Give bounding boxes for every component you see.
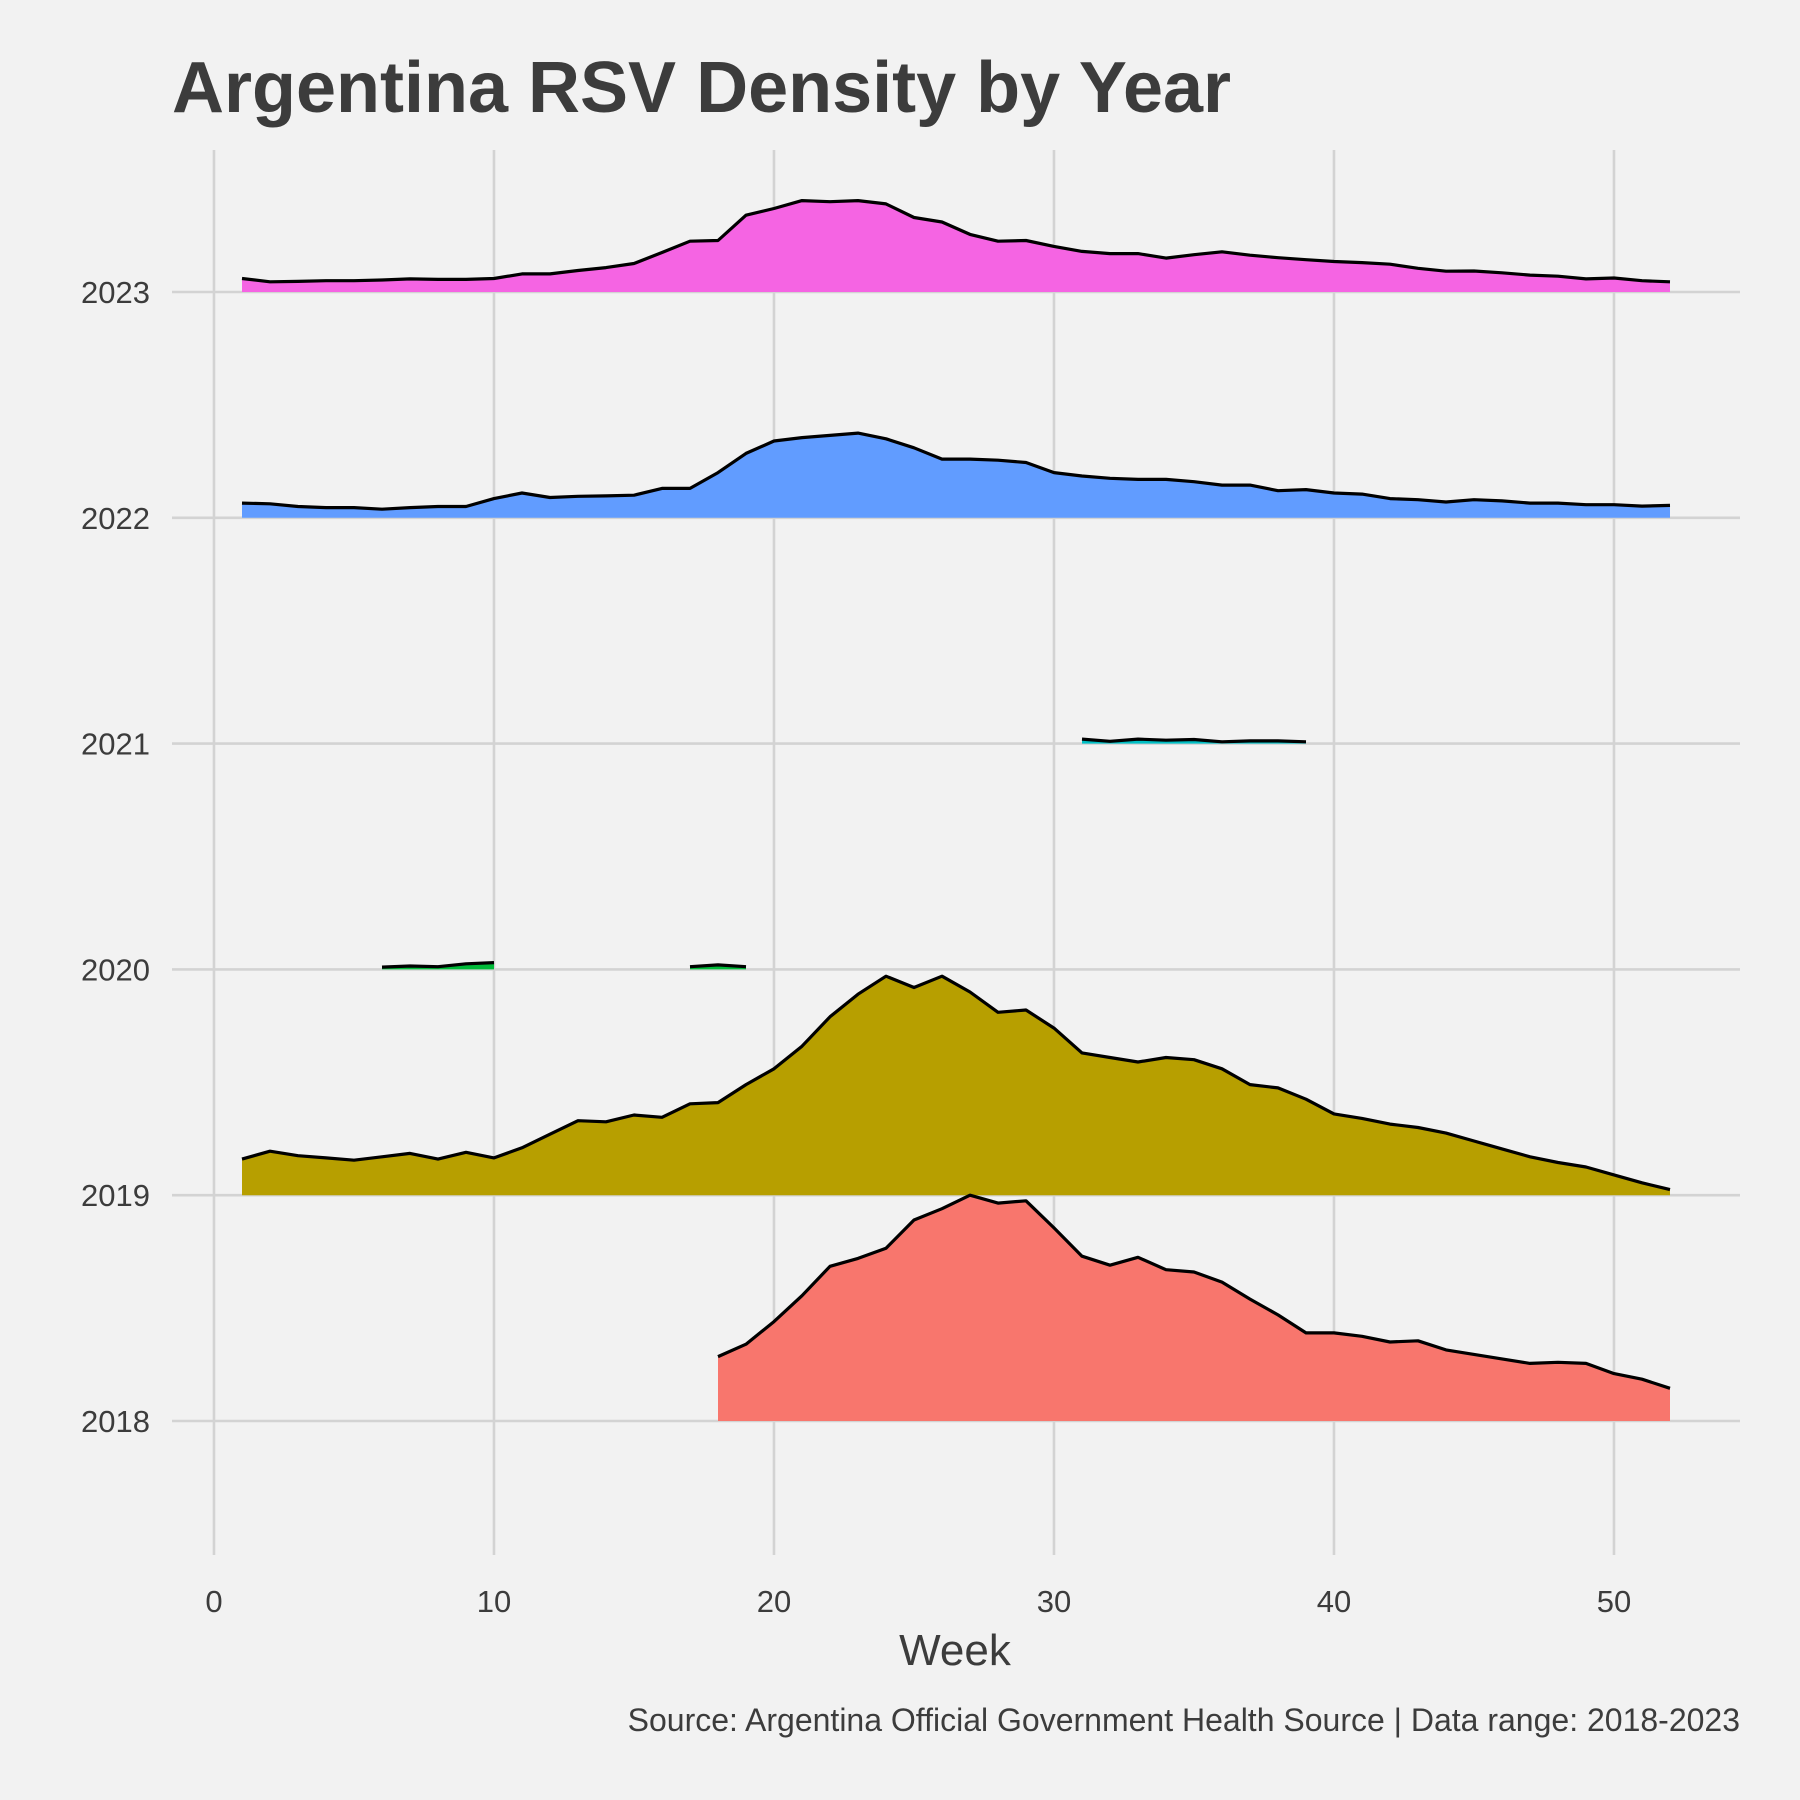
x-tick-label: 10 <box>477 1584 511 1619</box>
ridge-line-2022 <box>241 431 1671 511</box>
x-axis-title: Week <box>899 1626 1012 1675</box>
y-tick-label: 2019 <box>81 1178 150 1213</box>
y-tick-label: 2022 <box>81 501 150 536</box>
x-tick-label: 20 <box>757 1584 791 1619</box>
chart-caption: Source: Argentina Official Government He… <box>628 1702 1740 1738</box>
density-ridges <box>241 199 1671 1421</box>
ridge-line-2020 <box>381 961 495 969</box>
x-tick-label: 30 <box>1037 1584 1071 1619</box>
x-tick-label: 0 <box>205 1584 222 1619</box>
y-tick-label: 2023 <box>81 275 150 310</box>
x-axis-tick-labels: 0 10 20 30 40 50 <box>205 1584 1631 1619</box>
ridge-line-2020 <box>689 963 747 969</box>
y-tick-label: 2021 <box>81 727 150 762</box>
ridge-line-2018 <box>717 1193 1671 1390</box>
y-tick-label: 2018 <box>81 1404 150 1439</box>
ridge-line-2023 <box>241 199 1671 284</box>
x-gridlines <box>212 150 1616 1555</box>
ridge-area-2019 <box>242 976 1670 1196</box>
y-axis-tick-labels: 2018 2019 2020 2021 2022 2023 <box>81 275 150 1439</box>
y-tick-label: 2020 <box>81 952 150 987</box>
ridge-line-2019 <box>241 974 1671 1192</box>
x-tick-label: 40 <box>1317 1584 1351 1619</box>
chart-title: Argentina RSV Density by Year <box>172 48 1231 128</box>
ridge-area-2018 <box>718 1195 1670 1421</box>
x-tick-label: 50 <box>1597 1584 1631 1619</box>
ridge-line-2021 <box>1081 737 1307 744</box>
